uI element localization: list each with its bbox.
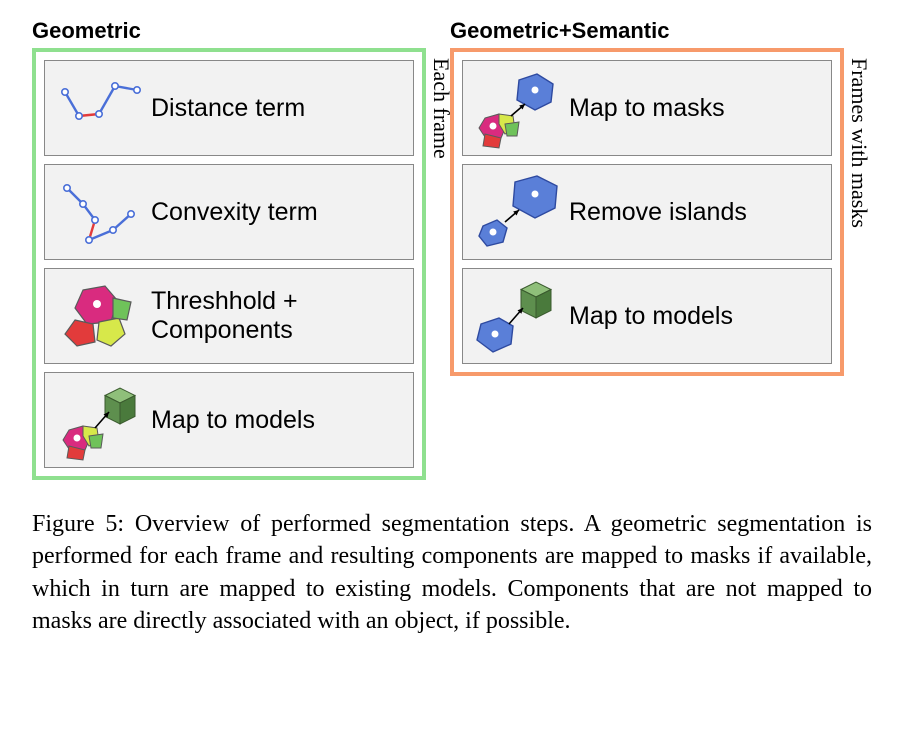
- left-column: Geometric Distance term Convexity term Thr…: [32, 18, 426, 480]
- step-label: Threshhold + Components: [151, 287, 407, 345]
- step-box: Map to models: [462, 268, 832, 364]
- convexity-icon: [51, 168, 151, 256]
- step-box: Threshhold + Components: [44, 268, 414, 364]
- right-column: Geometric+Semantic Map to masks Remove is…: [450, 18, 844, 480]
- figure-caption: Figure 5: Overview of performed segmenta…: [32, 508, 872, 638]
- distance-icon: [51, 64, 151, 152]
- right-panel: Map to masks Remove islands Map to models: [450, 48, 844, 376]
- map_masks-icon: [469, 64, 569, 152]
- threshold-icon: [51, 272, 151, 360]
- diagram-columns: Geometric Distance term Convexity term Thr…: [32, 18, 872, 480]
- step-label: Map to models: [569, 302, 733, 331]
- step-label: Convexity term: [151, 198, 318, 227]
- right-side-label: Frames with masks: [846, 58, 872, 228]
- left-title: Geometric: [32, 18, 426, 44]
- step-box: Map to masks: [462, 60, 832, 156]
- left-panel: Distance term Convexity term Threshhold + …: [32, 48, 426, 480]
- step-box: Convexity term: [44, 164, 414, 260]
- step-label: Map to masks: [569, 94, 725, 123]
- step-box: Distance term: [44, 60, 414, 156]
- step-label: Remove islands: [569, 198, 747, 227]
- remove_islands-icon: [469, 168, 569, 256]
- step-box: Remove islands: [462, 164, 832, 260]
- step-box: Map to models: [44, 372, 414, 468]
- map_models-icon: [51, 376, 151, 464]
- right-title: Geometric+Semantic: [450, 18, 844, 44]
- step-label: Map to models: [151, 406, 315, 435]
- step-label: Distance term: [151, 94, 305, 123]
- map_models2-icon: [469, 272, 569, 360]
